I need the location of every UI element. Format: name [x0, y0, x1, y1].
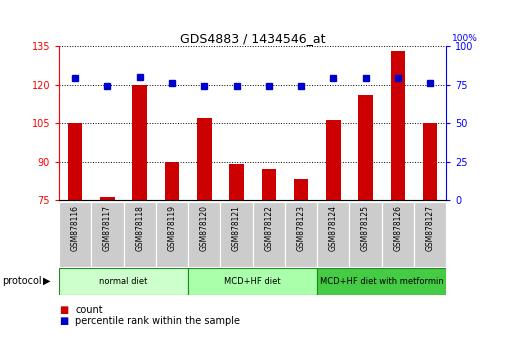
- Bar: [188, 268, 317, 295]
- Bar: [132, 85, 147, 200]
- Bar: [252, 202, 285, 267]
- Text: GSM878125: GSM878125: [361, 205, 370, 251]
- Text: ■: ■: [59, 316, 68, 326]
- Text: protocol: protocol: [3, 276, 42, 286]
- Bar: [221, 202, 252, 267]
- Bar: [197, 118, 211, 200]
- Text: normal diet: normal diet: [100, 277, 148, 286]
- Bar: [262, 169, 276, 200]
- Text: ■: ■: [59, 306, 68, 315]
- Bar: [359, 95, 373, 200]
- Bar: [285, 202, 317, 267]
- Text: GSM878118: GSM878118: [135, 205, 144, 251]
- Bar: [59, 202, 91, 267]
- Bar: [124, 202, 156, 267]
- Text: GSM878121: GSM878121: [232, 205, 241, 251]
- Text: GSM878127: GSM878127: [426, 205, 435, 251]
- Bar: [100, 198, 115, 200]
- Text: GSM878116: GSM878116: [71, 205, 80, 251]
- Bar: [68, 123, 83, 200]
- Bar: [414, 202, 446, 267]
- Bar: [317, 268, 446, 295]
- Text: GSM878119: GSM878119: [167, 205, 176, 251]
- Text: GSM878126: GSM878126: [393, 205, 402, 251]
- Bar: [423, 123, 438, 200]
- Text: GSM878117: GSM878117: [103, 205, 112, 251]
- Bar: [188, 202, 221, 267]
- Bar: [229, 164, 244, 200]
- Text: MCD+HF diet with metformin: MCD+HF diet with metformin: [320, 277, 444, 286]
- Text: GSM878123: GSM878123: [297, 205, 306, 251]
- Bar: [317, 202, 349, 267]
- Bar: [91, 202, 124, 267]
- Text: percentile rank within the sample: percentile rank within the sample: [75, 316, 241, 326]
- Text: GSM878122: GSM878122: [264, 205, 273, 251]
- Title: GDS4883 / 1434546_at: GDS4883 / 1434546_at: [180, 32, 325, 45]
- Text: GSM878120: GSM878120: [200, 205, 209, 251]
- Text: MCD+HF diet: MCD+HF diet: [224, 277, 281, 286]
- Text: count: count: [75, 306, 103, 315]
- Bar: [165, 161, 179, 200]
- Text: ▶: ▶: [43, 276, 50, 286]
- Bar: [382, 202, 414, 267]
- Bar: [156, 202, 188, 267]
- Bar: [349, 202, 382, 267]
- Bar: [294, 179, 308, 200]
- Text: GSM878124: GSM878124: [329, 205, 338, 251]
- Bar: [326, 120, 341, 200]
- Bar: [59, 268, 188, 295]
- Bar: [390, 51, 405, 200]
- Text: 100%: 100%: [452, 34, 478, 43]
